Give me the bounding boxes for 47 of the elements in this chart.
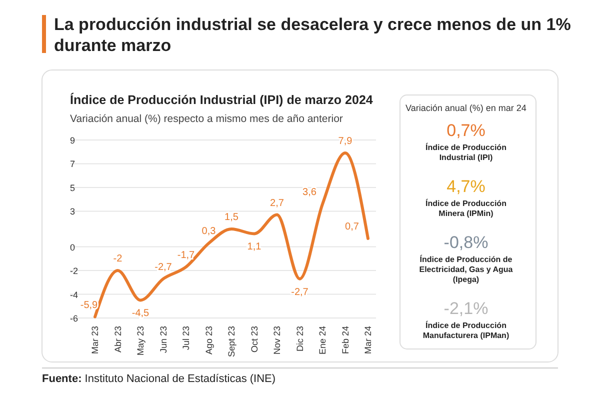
x-tick-label: Nov 23 xyxy=(272,326,282,355)
text: Índice de Producción Manufacturera (IPMan) xyxy=(422,320,510,340)
x-tick-label: Ago 23 xyxy=(204,326,214,355)
x-tick-label: Sept 23 xyxy=(226,326,236,358)
text: -0,8% xyxy=(444,233,488,252)
y-tick-label: 5 xyxy=(70,182,76,193)
text: 0,7% xyxy=(446,121,486,140)
text: Índice de Producción Minera (IPMin) xyxy=(426,198,507,218)
data-label: -2,7 xyxy=(291,286,309,298)
y-tick-label: 9 xyxy=(70,136,76,146)
x-tick-label: May 23 xyxy=(136,326,146,356)
x-tick-label: Mar 23 xyxy=(90,326,100,354)
data-label: 0,7 xyxy=(345,221,360,232)
data-label: -1,7 xyxy=(177,250,196,261)
data-label: 3,6 xyxy=(302,187,317,198)
source-note: Fuente: Instituto Nacional de Estadísticas (INE) xyxy=(42,373,276,385)
x-tick-label: Dic 23 xyxy=(294,326,305,352)
data-label: -2 xyxy=(113,254,123,265)
y-tick-label: 0 xyxy=(70,242,76,252)
data-label: 0,3 xyxy=(202,226,216,238)
text: Variación anual (%) en mar 24 xyxy=(406,103,526,113)
text: -2,1% xyxy=(444,299,488,318)
y-axis-title: Variación anual (%) respecto a mismo mes de año anterior xyxy=(70,113,344,125)
y-tick-label: -2 xyxy=(70,266,78,276)
chart-subtitle: Índice de Producción Industrial (IPI) de marzo 2024 xyxy=(70,92,373,107)
x-tick-label: Abr 23 xyxy=(112,326,123,353)
text: Índice de Producción de Electricidad, Gas y Agua (Ipega) xyxy=(419,254,514,284)
text: Índice de Producción Industrial (IPI) xyxy=(426,142,507,162)
x-tick-label: Feb 24 xyxy=(340,326,350,354)
data-label: 7,9 xyxy=(338,136,353,148)
data-label: -5,9 xyxy=(80,300,98,311)
y-tick-label: -4 xyxy=(70,290,78,300)
x-tick-label: Jun 23 xyxy=(158,326,168,354)
data-label: 1,1 xyxy=(247,242,262,253)
data-label: -2,7 xyxy=(154,262,172,273)
y-tick-label: -6 xyxy=(70,314,78,324)
data-label: -4,5 xyxy=(132,308,150,320)
chart-title: La producción industrial se desacelera y crece menos de un 1% durante marzo xyxy=(54,15,571,55)
y-tick-label: 7 xyxy=(70,159,76,170)
data-label: 2,7 xyxy=(270,198,284,209)
y-tick-label: 3 xyxy=(70,206,76,217)
text: 4,7% xyxy=(446,177,486,196)
x-tick-label: Oct 23 xyxy=(249,326,260,353)
x-tick-label: Jul 23 xyxy=(181,326,191,350)
x-tick-label: Mar 24 xyxy=(363,326,373,354)
data-label: 1,5 xyxy=(224,212,239,223)
x-tick-label: Ene 24 xyxy=(318,326,328,355)
